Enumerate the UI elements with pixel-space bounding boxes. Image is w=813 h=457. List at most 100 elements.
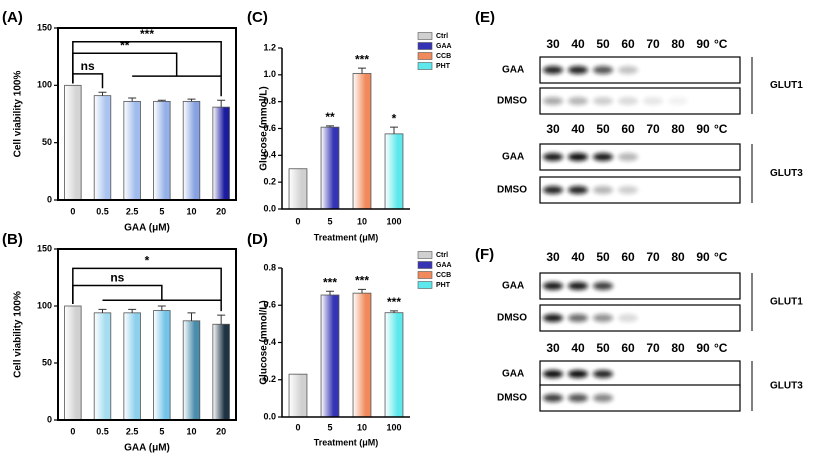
bar	[153, 310, 171, 421]
y-tick-label: 0.2	[263, 177, 276, 187]
error-bar	[98, 308, 107, 313]
bar	[384, 133, 404, 210]
blot-band	[543, 282, 563, 290]
y-tick-label: 100	[37, 80, 52, 90]
blot-band	[593, 394, 613, 402]
error-bar	[326, 290, 334, 296]
significance: ns	[110, 271, 124, 285]
error-bar	[217, 314, 226, 325]
blot-band	[618, 153, 638, 161]
temperature-unit: °C	[714, 37, 728, 51]
blot-band	[568, 314, 588, 322]
y-axis-label: Glucose (mmol/L)	[259, 86, 270, 170]
blot-band	[568, 66, 588, 74]
temperature-label: 80	[671, 37, 685, 51]
legend-label: Ctrl	[436, 252, 448, 259]
legend-label: CCB	[436, 53, 451, 60]
x-tick-label: 0.5	[96, 206, 109, 216]
temperature-label: 40	[571, 122, 585, 136]
x-tick-label: 5	[327, 216, 332, 226]
panel-label: (A)	[2, 9, 23, 26]
temperature-label: 40	[571, 341, 585, 355]
blot-band	[543, 66, 563, 74]
legend-swatch	[417, 271, 433, 279]
temperature-label: 50	[596, 250, 610, 264]
legend-swatch	[417, 62, 433, 70]
significance: ***	[355, 52, 369, 66]
target-label: GLUT1	[770, 80, 803, 91]
blot-band	[593, 66, 613, 74]
y-tick-label: 50	[42, 137, 52, 147]
error-bar	[390, 126, 398, 134]
bar	[320, 126, 340, 210]
error-bar	[217, 99, 226, 108]
legend-label: CCB	[436, 272, 451, 279]
blot-band	[643, 97, 663, 105]
temperature-label: 80	[671, 250, 685, 264]
blot-band	[618, 186, 638, 194]
blot-band	[593, 97, 613, 105]
row-label: DMSO	[497, 185, 527, 196]
x-tick-label: 5	[159, 206, 164, 216]
significance: **	[325, 110, 335, 124]
x-tick-label: 0.5	[96, 426, 109, 436]
y-tick-label: 0	[47, 194, 52, 204]
x-tick-label: 10	[357, 422, 367, 432]
significance: *	[392, 111, 397, 125]
axes	[281, 268, 410, 418]
legend-swatch	[417, 42, 433, 50]
error-bar	[187, 98, 196, 102]
temperature-label: 30	[546, 341, 560, 355]
significance-bracket	[72, 267, 222, 312]
bar	[320, 294, 340, 418]
legend-swatch	[417, 261, 433, 269]
row-label: DMSO	[497, 393, 527, 404]
y-tick-label: 0	[47, 414, 52, 424]
blot-band	[543, 97, 563, 105]
error-bar	[98, 91, 107, 96]
bar	[288, 373, 308, 418]
x-tick-label: 5	[159, 426, 164, 436]
x-axis-label: GAA (μM)	[124, 223, 170, 234]
blot-band	[568, 394, 588, 402]
bar	[123, 312, 141, 421]
bar	[288, 168, 308, 210]
temperature-label: 30	[546, 250, 560, 264]
temperature-unit: °C	[714, 122, 728, 136]
error-bar	[187, 312, 196, 321]
temperature-label: 60	[621, 37, 635, 51]
x-tick-label: 2.5	[126, 426, 139, 436]
temperature-label: 50	[596, 37, 610, 51]
bar	[64, 305, 82, 421]
x-axis-label: Treatment (μM)	[314, 437, 379, 447]
error-bar	[157, 305, 166, 311]
legend-swatch	[417, 52, 433, 60]
x-tick-label: 10	[357, 216, 367, 226]
bar	[182, 100, 201, 201]
legend-swatch	[417, 32, 433, 40]
temperature-label: 80	[671, 122, 685, 136]
panel-label: (E)	[475, 9, 495, 26]
significance: ***	[323, 275, 337, 289]
blot-band	[543, 370, 563, 378]
x-axis-label: GAA (μM)	[124, 443, 170, 454]
x-tick-label: 10	[186, 206, 196, 216]
significance: ns	[81, 59, 95, 73]
temperature-unit: °C	[714, 250, 728, 264]
legend-swatch	[417, 251, 433, 259]
y-tick-label: 1.0	[263, 69, 276, 79]
error-bar	[326, 125, 334, 128]
temperature-label: 70	[646, 250, 660, 264]
temperature-label: 30	[546, 37, 560, 51]
blot-band	[568, 186, 588, 194]
significance-bracket	[72, 41, 222, 97]
row-label: GAA	[502, 281, 524, 292]
y-tick-label: 0.2	[263, 374, 276, 384]
significance: *	[145, 254, 150, 268]
legend-label: Ctrl	[436, 33, 448, 40]
blot-band	[668, 97, 688, 105]
plot-frame	[57, 248, 237, 421]
y-tick-label: 150	[37, 22, 52, 32]
